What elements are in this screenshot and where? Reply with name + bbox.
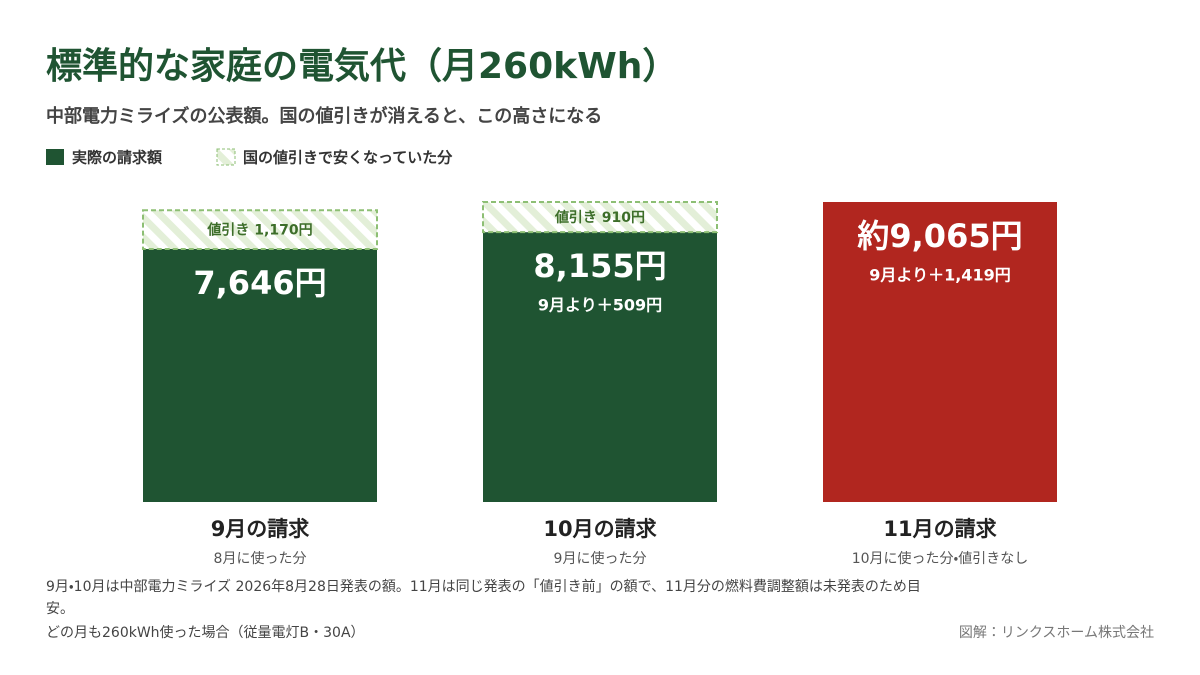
bar: [143, 248, 377, 502]
chart-subtitle: 中部電力ミライズの公表額。国の値引きが消えると、この高さになる: [46, 105, 602, 127]
value-label: 8,155円: [533, 247, 666, 285]
discount-bar: [482, 201, 718, 234]
footnote: どの月も260kWh使った場合（従量電灯B・30A）: [46, 625, 365, 641]
x-tick-label: 10月の請求: [543, 517, 656, 541]
footnote: 9月・10月は中部電力ミライズ 2026年8月28日発表の額。11月は同じ発表の…: [46, 579, 921, 617]
legend-swatch: [46, 149, 64, 165]
category-note: 8月に使った分: [214, 550, 307, 567]
x-tick-label: 11月の請求: [883, 517, 996, 541]
category-note: 9月に使った分: [554, 550, 647, 567]
legend-label: 国の値引きで安くなっていた分: [243, 149, 453, 167]
discount-label: 値引き 910円: [554, 209, 645, 226]
x-tick-label: 9月の請求: [211, 517, 310, 541]
value-label: 約9,065円: [857, 217, 1022, 255]
value-label: 7,646円: [193, 264, 326, 302]
legend-label: 実際の請求額: [72, 149, 163, 167]
chart-title: 標準的な家庭の電気代（月260kWh）: [46, 46, 678, 87]
bar: [483, 232, 717, 502]
credit: 図解：リンクスホーム株式会社: [958, 625, 1154, 641]
annotation: 9月より＋509円: [538, 296, 662, 315]
discount-bar: [142, 209, 378, 250]
legend-swatch: [216, 148, 236, 166]
category-note: 10月に使った分・値引きなし: [852, 550, 1029, 567]
discount-label: 値引き 1,170円: [206, 222, 312, 239]
annotation: 9月より＋1,419円: [869, 266, 1010, 285]
bar: [823, 202, 1057, 502]
